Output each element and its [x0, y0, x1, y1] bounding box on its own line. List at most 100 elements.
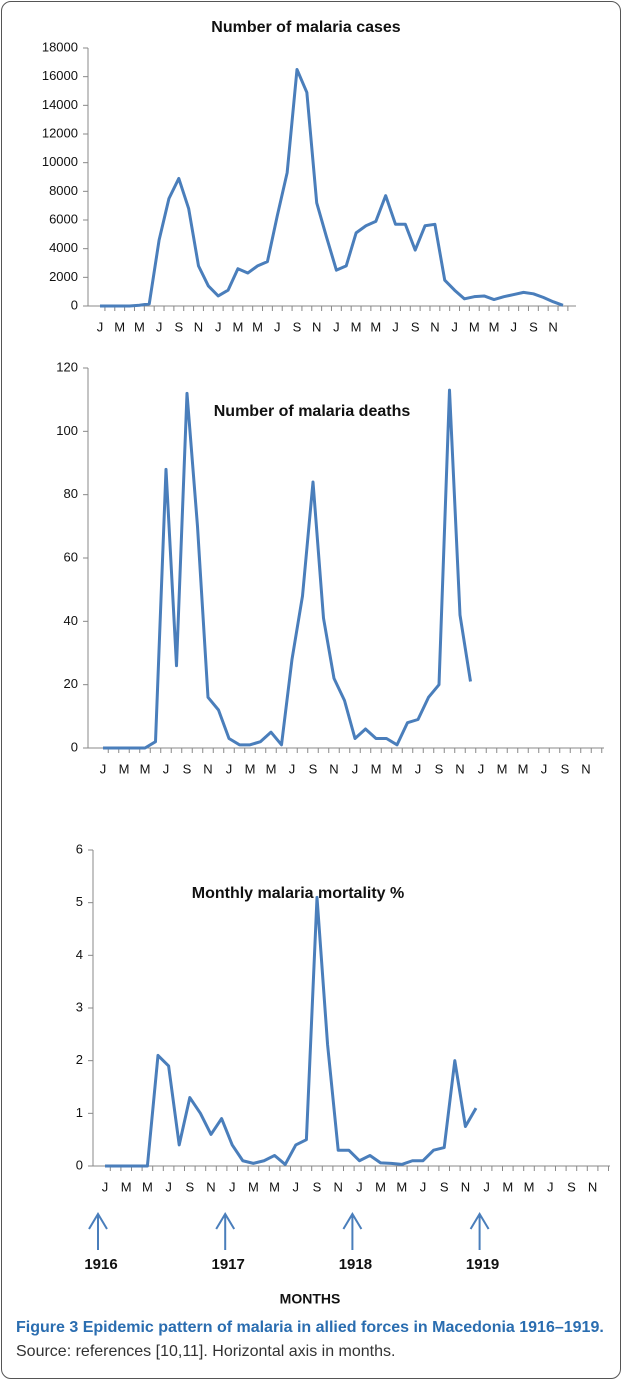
x-tick-label: J	[156, 319, 163, 334]
y-tick-label: 6000	[49, 211, 78, 226]
data-line	[103, 388, 472, 750]
y-tick-label: 0	[76, 1157, 83, 1172]
x-tick-label: N	[206, 1179, 215, 1194]
x-tick-label: J	[510, 319, 517, 334]
x-tick-label: J	[293, 1179, 300, 1194]
x-tick-label: J	[415, 761, 422, 776]
x-tick-label: J	[356, 1179, 363, 1194]
x-tick-label: M	[469, 319, 480, 334]
y-tick-label: 6	[76, 841, 83, 856]
x-tick-label: M	[392, 761, 403, 776]
x-tick-label: M	[252, 319, 263, 334]
x-tick-label: N	[548, 319, 557, 334]
y-tick-label: 16000	[42, 68, 78, 83]
y-tick-label: 18000	[42, 39, 78, 54]
y-tick-label: 80	[64, 486, 78, 501]
x-tick-label: M	[497, 761, 508, 776]
x-tick-label: N	[203, 761, 212, 776]
y-tick-label: 40	[64, 613, 78, 628]
year-arrow	[215, 1212, 236, 1250]
y-tick-label: 0	[71, 297, 78, 312]
caption-text: Source: references [10,11]. Horizontal a…	[16, 1343, 396, 1360]
x-tick-label: J	[352, 761, 359, 776]
y-tick-label: 60	[64, 549, 78, 564]
x-tick-label: M	[232, 319, 243, 334]
year-arrow	[342, 1212, 363, 1250]
x-tick-label: N	[430, 319, 439, 334]
x-tick-label: M	[524, 1179, 535, 1194]
x-tick-label: J	[215, 319, 222, 334]
x-tick-label: M	[121, 1179, 132, 1194]
x-tick-label: J	[333, 319, 340, 334]
caption-label: Figure 3	[16, 1319, 79, 1336]
x-tick-label: N	[581, 761, 590, 776]
x-tick-label: M	[248, 1179, 259, 1194]
x-tick-label: M	[114, 319, 125, 334]
y-tick-label: 20	[64, 676, 78, 691]
x-tick-label: M	[489, 319, 500, 334]
x-tick-label: S	[411, 319, 420, 334]
caption-title: Epidemic pattern of malaria in allied fo…	[82, 1319, 604, 1336]
x-tick-label: S	[309, 761, 318, 776]
x-tick-label: J	[274, 319, 281, 334]
chart-title: Number of malaria cases	[211, 19, 401, 36]
x-tick-label: N	[588, 1179, 597, 1194]
x-tick-label: M	[142, 1179, 153, 1194]
x-tick-label: J	[163, 761, 170, 776]
y-tick-label: 12000	[42, 125, 78, 140]
x-tick-label: S	[185, 1179, 194, 1194]
year-label: 1917	[212, 1256, 245, 1273]
x-tick-label: J	[165, 1179, 172, 1194]
year-arrow	[469, 1212, 490, 1250]
y-tick-label: 2	[76, 1052, 83, 1067]
x-tick-label: J	[289, 761, 296, 776]
x-tick-label: J	[97, 319, 104, 334]
x-tick-label: S	[561, 761, 570, 776]
y-tick-label: 0	[71, 739, 78, 754]
x-tick-label: S	[435, 761, 444, 776]
x-tick-label: M	[502, 1179, 513, 1194]
data-line	[105, 895, 478, 1168]
x-tick-label: J	[547, 1179, 554, 1194]
x-tick-label: N	[194, 319, 203, 334]
x-tick-label: M	[140, 761, 151, 776]
chart-title: Monthly malaria mortality %	[192, 885, 405, 902]
y-tick-label: 4	[76, 947, 83, 962]
y-tick-label: 2000	[49, 269, 78, 284]
x-tick-label: N	[334, 1179, 343, 1194]
x-tick-label: J	[541, 761, 548, 776]
x-tick-label: S	[567, 1179, 576, 1194]
x-tick-label: S	[529, 319, 538, 334]
y-tick-label: 5	[76, 894, 83, 909]
x-tick-label: J	[420, 1179, 427, 1194]
y-tick-label: 3	[76, 999, 83, 1014]
y-tick-label: 1	[76, 1105, 83, 1120]
x-tick-label: S	[313, 1179, 322, 1194]
x-tick-label: J	[483, 1179, 490, 1194]
year-arrow	[88, 1212, 108, 1250]
x-tick-label: J	[392, 319, 399, 334]
x-tick-label: J	[229, 1179, 236, 1194]
y-tick-label: 14000	[42, 97, 78, 112]
x-tick-label: S	[174, 319, 183, 334]
y-tick-label: 4000	[49, 240, 78, 255]
y-tick-label: 10000	[42, 154, 78, 169]
x-tick-label: J	[478, 761, 485, 776]
x-axis-label: MONTHS	[280, 1291, 341, 1307]
year-label: 1919	[466, 1256, 499, 1273]
x-tick-label: M	[375, 1179, 386, 1194]
x-tick-label: J	[451, 319, 458, 334]
x-tick-label: M	[266, 761, 277, 776]
x-tick-label: M	[518, 761, 529, 776]
x-tick-label: M	[371, 761, 382, 776]
y-tick-label: 120	[56, 359, 78, 374]
x-tick-label: M	[370, 319, 381, 334]
x-tick-label: M	[269, 1179, 280, 1194]
x-tick-label: N	[312, 319, 321, 334]
x-tick-label: J	[100, 761, 107, 776]
x-tick-label: S	[183, 761, 192, 776]
x-tick-label: J	[226, 761, 233, 776]
